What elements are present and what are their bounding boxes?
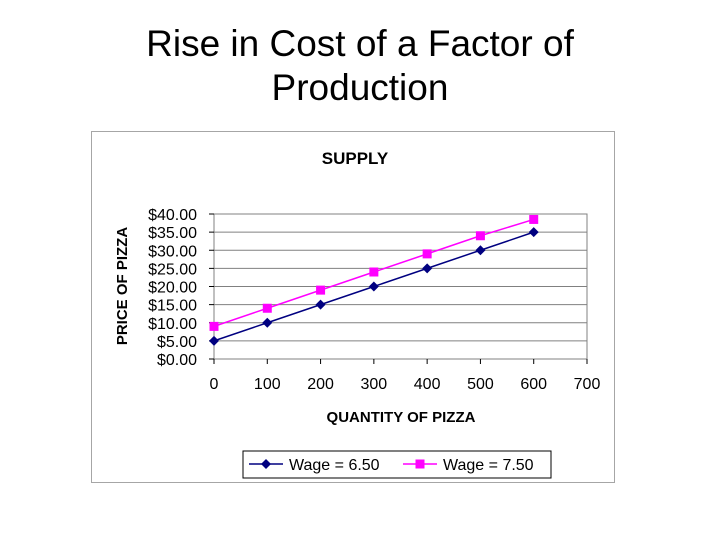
y-tick-label: $30.00 [148, 243, 197, 260]
legend-label: Wage = 7.50 [443, 457, 534, 474]
legend-box [242, 450, 552, 479]
data-point [369, 267, 379, 277]
x-tick-label: 300 [361, 376, 388, 393]
y-tick-label: $10.00 [148, 316, 197, 333]
legend-marker [261, 459, 271, 469]
slide-title: Rise in Cost of a Factor of Production [0, 22, 720, 110]
series-1 [209, 227, 539, 346]
data-point [316, 285, 326, 295]
data-point [528, 227, 539, 238]
y-tick-label: $40.00 [148, 207, 197, 224]
data-point [422, 263, 433, 274]
y-tick-label: $35.00 [148, 225, 197, 242]
data-point [209, 335, 219, 346]
x-tick-label: 0 [210, 376, 219, 393]
series-group [209, 214, 539, 346]
data-point [475, 231, 485, 241]
y-axis-label: PRICE OF PIZZA [114, 227, 131, 346]
x-tick-label: 500 [467, 376, 494, 393]
legend-item-1: Wage = 6.50 [249, 457, 380, 474]
data-point [262, 317, 273, 328]
slide-title-line-1: Rise in Cost of a Factor of [146, 23, 574, 64]
chart-title: SUPPLY [322, 149, 389, 168]
y-tick-label: $5.00 [157, 334, 197, 351]
x-tick-label: 100 [254, 376, 281, 393]
x-tick-label: 400 [414, 376, 441, 393]
grid-lines [214, 231, 587, 342]
x-tick-labels: 0 100 200 300 400 500 600 700 [210, 359, 601, 393]
legend: Wage = 6.50 Wage = 7.50 [249, 457, 534, 474]
x-axis-label: QUANTITY OF PIZZA [327, 409, 476, 426]
y-tick-label: $25.00 [148, 261, 197, 278]
x-tick-label: 700 [574, 376, 601, 393]
y-tick-label: $15.00 [148, 298, 197, 315]
slide-title-line-2: Production [271, 67, 449, 108]
legend-item-2: Wage = 7.50 [403, 457, 534, 474]
x-tick-label: 200 [307, 376, 334, 393]
data-point [209, 321, 219, 331]
data-point [422, 249, 432, 259]
data-point [262, 303, 272, 313]
data-point [315, 299, 326, 310]
legend-label: Wage = 6.50 [289, 457, 380, 474]
series-2 [209, 214, 539, 331]
y-tick-label: $20.00 [148, 280, 197, 297]
legend-marker [415, 459, 425, 469]
x-tick-label: 600 [520, 376, 547, 393]
data-point [529, 214, 539, 224]
y-tick-label: $0.00 [157, 352, 197, 369]
data-point [368, 281, 379, 292]
data-point [475, 245, 486, 256]
y-tick-labels: $0.00$5.00$10.00$15.00$20.00 $25.00$30.00… [148, 207, 214, 369]
